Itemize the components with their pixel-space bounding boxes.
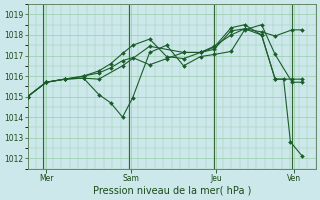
X-axis label: Pression niveau de la mer( hPa ): Pression niveau de la mer( hPa ) xyxy=(92,186,251,196)
